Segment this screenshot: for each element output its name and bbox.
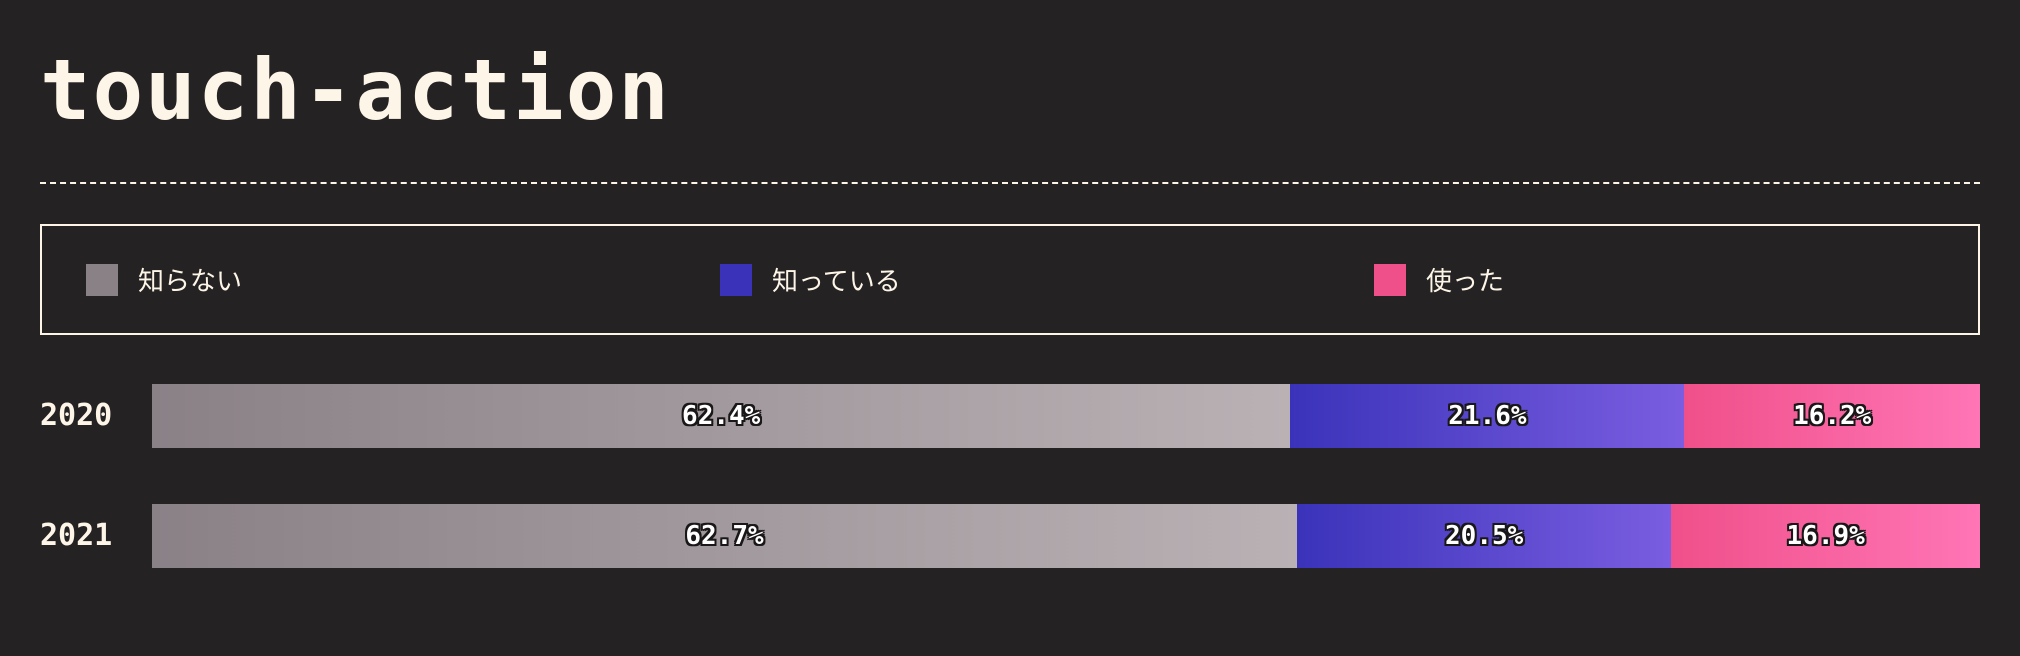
- bar-value-label: 21.6%: [1448, 401, 1526, 431]
- legend: 知らない 知っている 使った: [40, 224, 1980, 335]
- bar-segment-used-2020: 16.2%: [1684, 384, 1980, 448]
- chart-title: touch-action: [40, 40, 671, 140]
- legend-swatch-aware: [720, 264, 752, 296]
- row-label-2021: 2021: [40, 504, 112, 568]
- legend-item-used: 使った: [1374, 226, 1504, 333]
- bar-value-label: 20.5%: [1445, 521, 1523, 551]
- legend-label-aware: 知っている: [772, 261, 901, 298]
- legend-label-unknown: 知らない: [138, 261, 242, 298]
- legend-item-unknown: 知らない: [86, 226, 242, 333]
- title-divider: [40, 182, 1980, 184]
- legend-swatch-used: [1374, 264, 1406, 296]
- bar-segment-unknown-2021: 62.7%: [152, 504, 1297, 568]
- legend-item-aware: 知っている: [720, 226, 901, 333]
- bar-segment-aware-2021: 20.5%: [1297, 504, 1671, 568]
- bar-row-2020: 62.4% 21.6% 16.2%: [152, 384, 1980, 448]
- legend-swatch-unknown: [86, 264, 118, 296]
- bar-segment-used-2021: 16.9%: [1671, 504, 1980, 568]
- bar-segment-aware-2020: 21.6%: [1290, 384, 1684, 448]
- bar-value-label: 62.7%: [685, 521, 763, 551]
- legend-label-used: 使った: [1426, 261, 1504, 298]
- bar-value-label: 62.4%: [682, 401, 760, 431]
- bar-row-2021: 62.7% 20.5% 16.9%: [152, 504, 1980, 568]
- bar-value-label: 16.9%: [1787, 521, 1865, 551]
- bar-segment-unknown-2020: 62.4%: [152, 384, 1290, 448]
- bar-value-label: 16.2%: [1793, 401, 1871, 431]
- row-label-2020: 2020: [40, 384, 112, 448]
